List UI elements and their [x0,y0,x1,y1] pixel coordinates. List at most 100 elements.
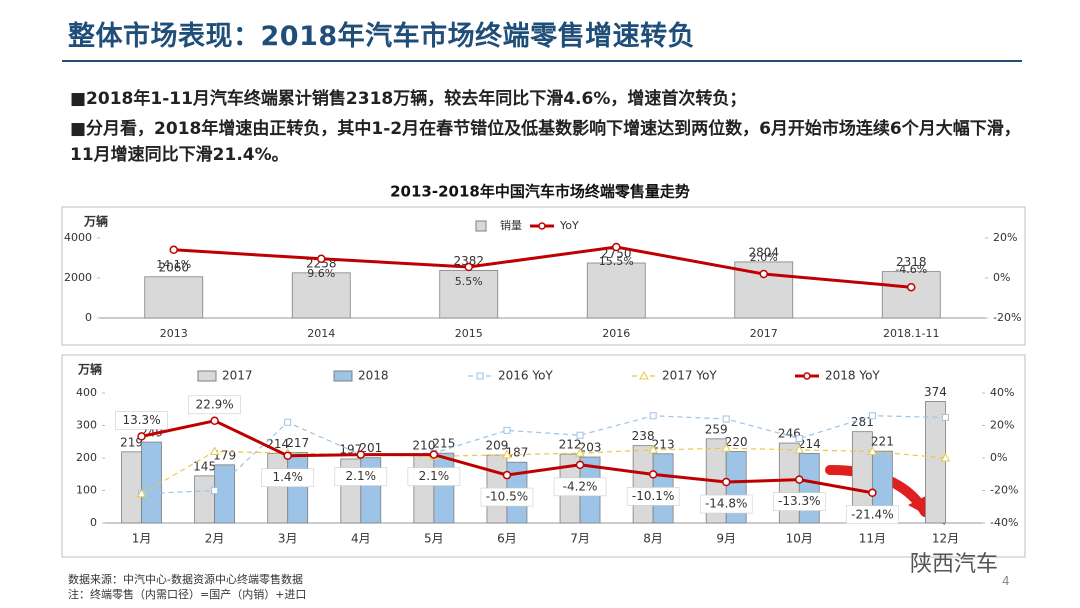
point [169,245,178,255]
point [795,435,803,442]
y-tick-label: 200 [76,451,97,464]
point [648,444,658,454]
y-tick-label: 0 [90,516,97,529]
point [795,475,804,484]
bar [798,453,820,524]
label-box [188,395,241,415]
line-label: -21.4% [851,507,893,521]
point [722,415,730,423]
y-axis-label: 万辆 [83,214,108,229]
point [136,488,147,498]
y-tick-label: 100 [76,484,97,497]
legend-marker [803,372,811,380]
bar-label: 212 [559,438,582,452]
point [759,269,768,279]
x-tick-label: 5月 [424,532,444,546]
point [649,412,657,420]
bullets: ■2018年1-11月汽车终端累计销售2318万辆，较去年同比下滑4.6%，增速… [70,86,1040,172]
x-tick-label: 12月 [932,532,959,546]
label-box [846,505,899,525]
note: 数据来源：中汽中心-数据资源中心终端零售数据 [68,573,303,586]
y2-tick-label: -20% [993,311,1021,324]
line-label: 9.6% [307,267,335,280]
bar-label: 220 [725,435,748,449]
legend-label: 2016 YoY [498,369,553,383]
x-tick-label: 9月 [716,532,736,546]
label-box [261,468,315,488]
x-tick-label: 3月 [278,532,298,546]
point [464,262,473,272]
bar-label: 210 [412,438,435,452]
bar [433,452,455,524]
y-tick-label: 4000 [64,231,92,244]
bar-label: 209 [486,439,509,453]
point [941,413,949,421]
x-tick-label: 7月 [570,532,590,546]
label-box [553,477,607,497]
point [612,242,621,252]
point [283,451,292,460]
bar-label: 203 [579,441,602,455]
bar [586,262,646,319]
x-tick-label: 2月 [205,532,225,546]
slide-title: 整体市场表现：2018年汽车市场终端零售增速转负 [68,21,696,52]
line-label: -10.5% [486,490,528,504]
bar-label: 259 [705,422,728,436]
point [429,450,439,459]
bar-label: 187 [506,446,529,460]
notes: 数据来源：中汽中心-数据资源中心终端零售数据 注：终端零售（内需口径）=国产（内… [68,572,306,602]
y-axis-label: 万辆 [77,362,102,377]
bar [413,454,435,524]
bar [144,276,204,319]
line-label: 15.5% [599,255,634,268]
bar [194,475,216,524]
y-tick-label: 2000 [64,271,92,284]
legend-swatch [475,220,487,232]
line-label: 5.5% [455,275,483,288]
point [211,487,219,494]
legend-label: 2018 [358,369,389,383]
label-box [115,411,168,430]
line-label: 14.1% [156,258,191,271]
x-tick-label: 2016 [602,327,630,340]
x-tick-label: 10月 [786,532,813,546]
point [575,448,585,457]
bar-label: 197 [339,442,362,456]
bar [121,451,142,524]
bar-label: 2382 [453,254,484,268]
x-tick-label: 4月 [351,532,371,546]
point [868,488,877,498]
line-label: 2.1% [419,469,450,483]
legend-swatch [333,370,353,382]
point [721,477,731,487]
point [503,426,511,434]
bullet: ■2018年1-11月汽车终端累计销售2318万辆，较去年同比下滑4.6%，增速… [70,89,747,109]
point [575,460,585,470]
bar-label: 2750 [601,247,632,261]
x-tick-label: 2014 [307,327,335,340]
bar-label: 213 [652,437,675,451]
y-tick-label: 0 [85,311,92,324]
title-rule [62,60,1022,62]
y2-tick-label: 0% [990,451,1007,464]
label-box [626,487,680,506]
label-box [480,487,534,507]
x-tick-label: 2015 [455,327,483,340]
bar [291,272,351,319]
point [648,470,658,479]
bar-label: 2804 [748,245,779,259]
chart-frame [61,206,1026,346]
y-tick-label: 300 [76,419,97,432]
label-box [407,467,461,486]
y2-tick-label: 20% [993,231,1017,244]
y2-tick-label: -20% [990,484,1018,497]
legend-marker [476,372,484,380]
label-box [334,467,388,486]
point [867,446,878,455]
bar-label: 2060 [158,260,189,274]
point [940,452,951,462]
bar-label: 214 [798,437,821,451]
x-tick-label: 2018.1-11 [883,327,939,340]
